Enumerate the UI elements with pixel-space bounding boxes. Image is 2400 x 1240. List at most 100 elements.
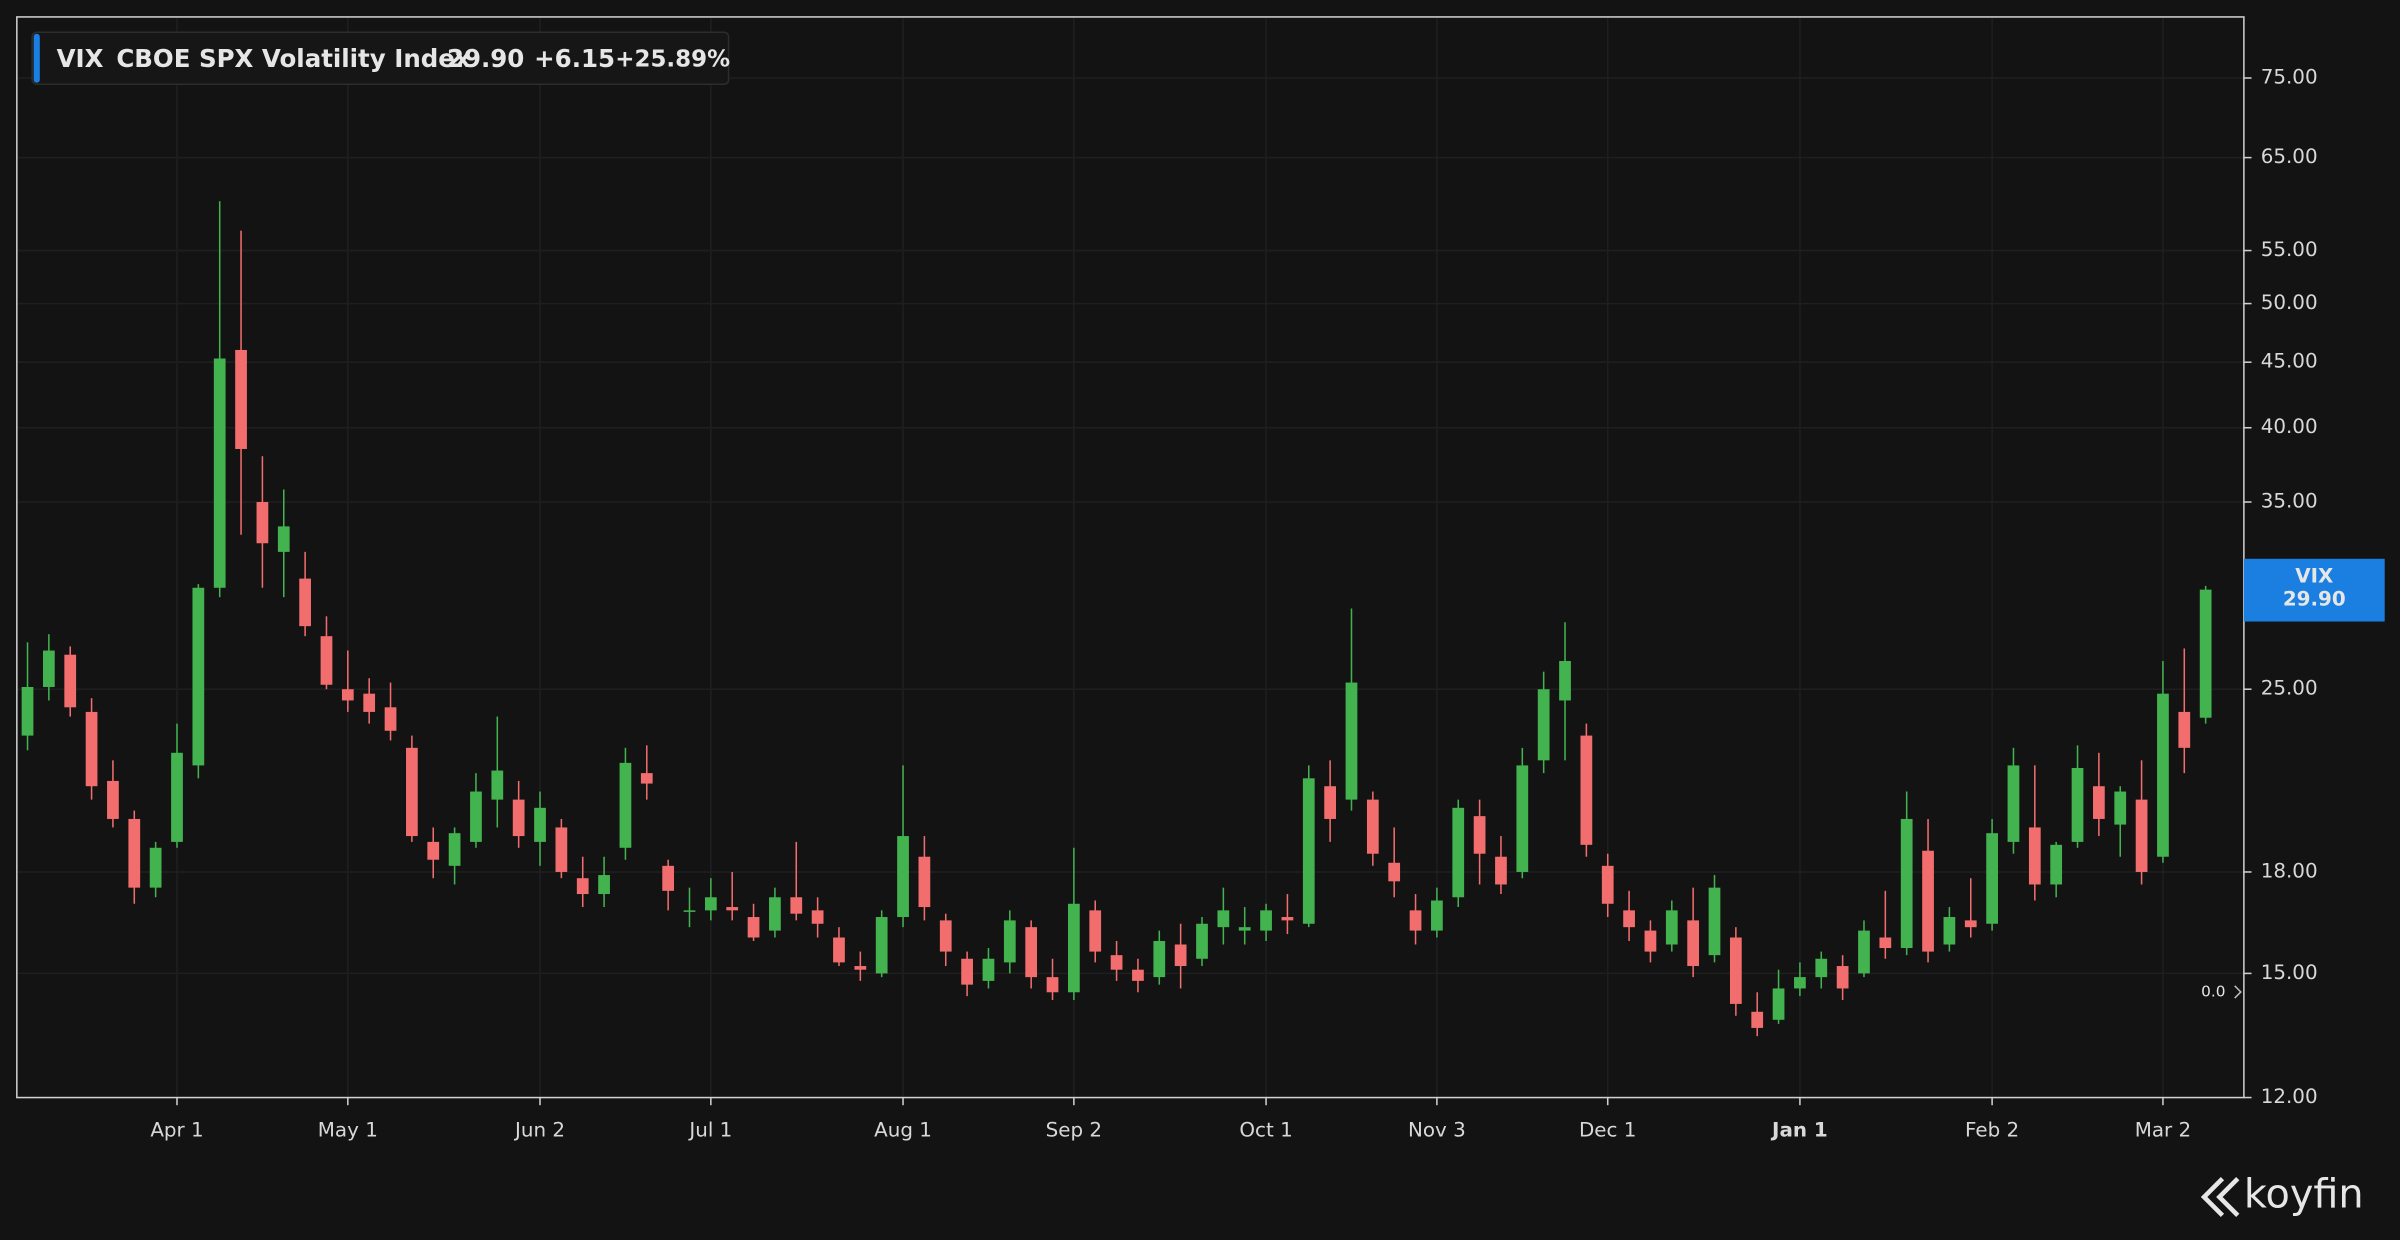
candle-body [21,686,34,736]
candle-body [1794,977,1806,989]
x-tick-label: Oct 1 [1239,1119,1292,1142]
candle-body [555,827,568,872]
side-note: 0.0 [2201,982,2225,1000]
candle-body [1537,689,1550,761]
candle-body [2178,711,2191,748]
candle-body [833,937,845,963]
candle-body [1495,856,1507,885]
candle-body [1665,910,1678,945]
candle-body [470,791,482,842]
candle-body [1473,816,1486,854]
candle-body [790,897,803,914]
candle-body [341,689,354,701]
candle-body [1900,818,1913,949]
candle-body [683,910,696,912]
candle-body [320,636,333,685]
candle-body [1729,937,1742,1004]
candle-body [961,958,973,985]
candle-body [2114,791,2127,825]
candle-body [1068,903,1080,993]
y-tick-label: 40.00 [2261,415,2318,438]
candle-body [85,711,98,787]
candle-body [918,856,931,908]
candle-body [2028,827,2041,885]
candle-body [1196,923,1208,959]
x-tick-label: May 1 [318,1119,378,1142]
candle-body [384,707,397,731]
candle-body [811,910,824,924]
candle-body [1580,735,1593,845]
candle-body [726,907,739,911]
candle-body [1110,955,1123,970]
candle-body [875,917,888,974]
candle-body [448,833,461,866]
candle-body [1687,920,1700,967]
y-tick-label: 65.00 [2261,145,2318,168]
candle-body [854,966,867,970]
candle-body [1836,966,1849,989]
price-tag-value: 29.90 [2283,588,2346,611]
candle-body [213,358,226,588]
candle-body [1238,927,1251,931]
candle-body [1559,661,1571,701]
candle-body [1623,910,1635,928]
candle-body [1281,917,1294,921]
candle-body [1879,937,1892,949]
header-last: 29.90 [447,44,524,73]
x-tick-label: Aug 1 [874,1119,932,1142]
candle-body [1324,786,1336,819]
x-tick-label: Jul 1 [687,1119,732,1142]
candle-body [1003,920,1016,963]
y-tick-label: 75.00 [2261,65,2318,88]
brand-name: koyfin [2244,1172,2364,1218]
candle-body [277,526,290,552]
candle-body [1516,765,1529,872]
candle-body [171,752,183,842]
candle-body [1431,900,1443,931]
x-tick-label: Dec 1 [1579,1119,1636,1142]
header-name: CBOE SPX Volatility Index [116,44,471,73]
candle-body [1409,910,1422,931]
x-tick-label: Mar 2 [2135,1119,2191,1142]
candle-body [363,693,376,712]
candle-body [1708,887,1721,956]
candle-body [1174,944,1187,967]
candle-body [1025,927,1038,978]
header-accent [33,33,40,83]
candle-body [1366,799,1379,854]
brand-icon [2200,1177,2240,1218]
candles [21,201,2212,1037]
candle-body [1345,682,1358,800]
candle-body [1452,807,1465,898]
candle-body [1922,850,1934,952]
plot-frame [16,16,2245,1099]
candle-body [2007,765,2020,842]
candle-body [235,349,247,449]
candle-body [982,958,995,981]
candle-body [619,762,632,848]
candle-body [1943,917,1956,945]
y-tick-label: 25.00 [2261,677,2318,700]
price-tag-box [2243,558,2385,622]
candle-body [149,847,162,888]
candle-body [939,920,952,952]
candle-body [1153,940,1166,978]
header-box [31,31,730,86]
candle-body [576,878,589,895]
candle-body [42,650,55,687]
candle-body [1601,865,1614,904]
candle-body [1260,910,1272,931]
y-tick-label: 15.00 [2261,961,2318,984]
candle-body [534,807,546,842]
candle-body [1132,969,1144,981]
candle-body [1772,988,1785,1020]
candle-body [1388,862,1401,882]
candle-body [299,578,311,627]
y-tick-label: 50.00 [2261,291,2318,314]
candle-body [256,502,269,544]
candle-body [427,841,440,860]
y-tick-label: 12.00 [2261,1085,2318,1108]
candle-body [640,773,653,784]
